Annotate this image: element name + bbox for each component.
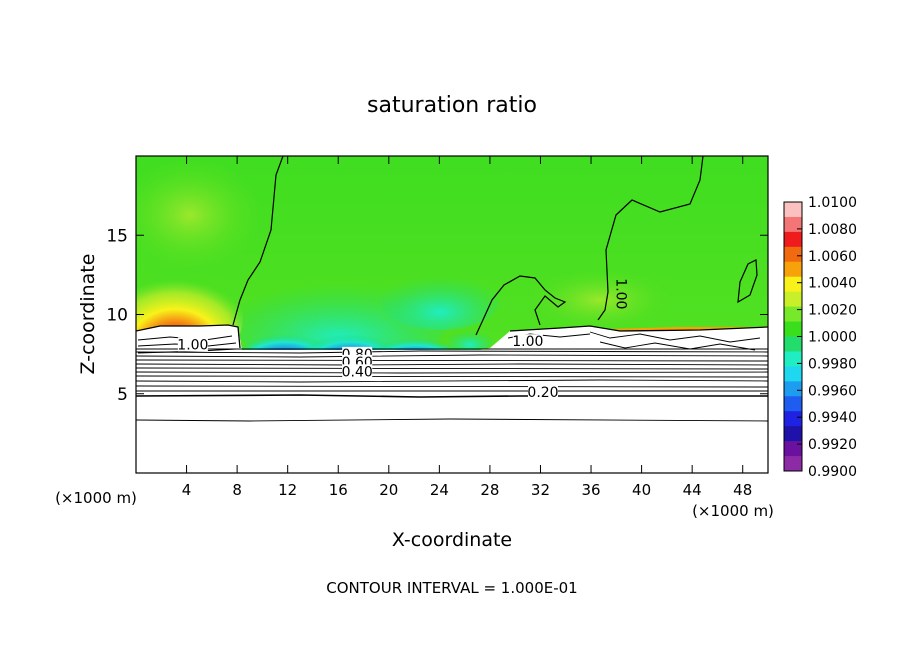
x-tick-label: 16: [329, 481, 348, 499]
field-teal-region: [380, 270, 500, 330]
colorbar-label: 1.0060: [808, 249, 857, 265]
x-tick-label: 8: [232, 481, 242, 499]
x-tick-label: 12: [278, 481, 297, 499]
colorbar-swatch: [784, 336, 802, 352]
contour-interval-note: CONTOUR INTERVAL = 1.000E-01: [326, 579, 577, 597]
colorbar: 1.0100 1.0080 1.0060 1.0040 1.0020 1.0000 0.99…: [783, 195, 857, 480]
x-tick-label: 32: [531, 481, 550, 499]
colorbar-swatch: [784, 426, 802, 442]
x-axis-unit-right: (×1000 m): [692, 502, 774, 520]
colorbar-swatch: [784, 291, 802, 308]
contour-label: 0.20: [527, 385, 558, 401]
colorbar-swatch: [784, 276, 802, 293]
field-subsaturated-region: [448, 328, 492, 352]
x-tick-label: 48: [733, 481, 752, 499]
x-axis: 4 8 12 16 20 24 28 32 36 40 44 48: [182, 156, 752, 499]
colorbar-swatch: [784, 231, 802, 248]
y-tick-label: 5: [117, 385, 128, 405]
contour-label-bg: [512, 334, 543, 349]
contour-label-bg: [177, 337, 208, 352]
colorbar-swatch: [784, 351, 802, 367]
cloud-top-contour: [136, 324, 768, 349]
contour-line-0-20-thick: [136, 394, 768, 398]
y-axis: 5 10 15: [106, 226, 768, 405]
colorbar-swatch: [784, 202, 802, 218]
colorbar-swatch: [784, 261, 802, 278]
colorbar-swatch: [784, 306, 802, 323]
colorbar-label: 1.0080: [808, 222, 857, 238]
contour-label: 1.00: [512, 334, 543, 350]
contour-line-1-00-loop: [475, 275, 567, 336]
colorbar-swatch: [784, 381, 802, 397]
colorbar-label: 0.9960: [808, 383, 857, 399]
x-axis-title: X-coordinate: [392, 529, 512, 551]
contour-line-1-00-closed: [737, 259, 758, 304]
x-axis-unit-left: (×1000 m): [55, 489, 137, 507]
y-axis-title: Z-coordinate: [77, 254, 99, 375]
colorbar-label: 0.9920: [808, 437, 857, 453]
x-tick-label: 40: [632, 481, 651, 499]
colorbar-swatch: [784, 411, 802, 427]
x-tick-label: 4: [182, 481, 192, 499]
x-tick-label: 20: [379, 481, 398, 499]
blank-lower-region: [136, 325, 768, 473]
colorbar-label: 1.0040: [808, 276, 857, 292]
x-tick-label: 24: [430, 481, 449, 499]
contour-label: 1.00: [612, 278, 628, 309]
field-moist-patch: [530, 270, 670, 330]
x-tick-label: 36: [581, 481, 600, 499]
contour-line-1-00-left: [232, 156, 284, 326]
colorbar-label: 0.9900: [808, 464, 857, 480]
colorbar-swatch: [784, 456, 802, 472]
colorbar-swatch: [784, 366, 802, 382]
contour-label: 0.40: [342, 364, 373, 380]
colorbar-swatch: [784, 321, 802, 337]
colorbar-label: 1.0100: [808, 195, 857, 211]
contour-labels: 1.000.800.600.400.201.001.00: [177, 278, 628, 401]
colorbar-label: 1.0000: [808, 330, 857, 346]
contour-label-bg: [342, 364, 373, 379]
colorbar-swatch: [784, 396, 802, 412]
colorbar-swatch: [784, 216, 802, 233]
colorbar-label: 1.0020: [808, 303, 857, 319]
colorbar-swatch: [784, 246, 802, 263]
plot-area: [136, 156, 768, 473]
y-tick-label: 15: [106, 226, 128, 246]
field-moist-patch: [136, 160, 260, 270]
contour-line-1-00-right: [597, 156, 704, 321]
colorbar-label: 0.9940: [808, 410, 857, 426]
contour-label-bg: [528, 384, 559, 399]
chart-title: saturation ratio: [367, 93, 537, 118]
colorbar-label: 0.9980: [808, 356, 857, 372]
contour-label: 1.00: [177, 337, 208, 353]
y-tick-label: 10: [106, 306, 128, 326]
x-tick-label: 44: [683, 481, 702, 499]
x-tick-label: 28: [480, 481, 499, 499]
colorbar-swatch: [784, 441, 802, 457]
